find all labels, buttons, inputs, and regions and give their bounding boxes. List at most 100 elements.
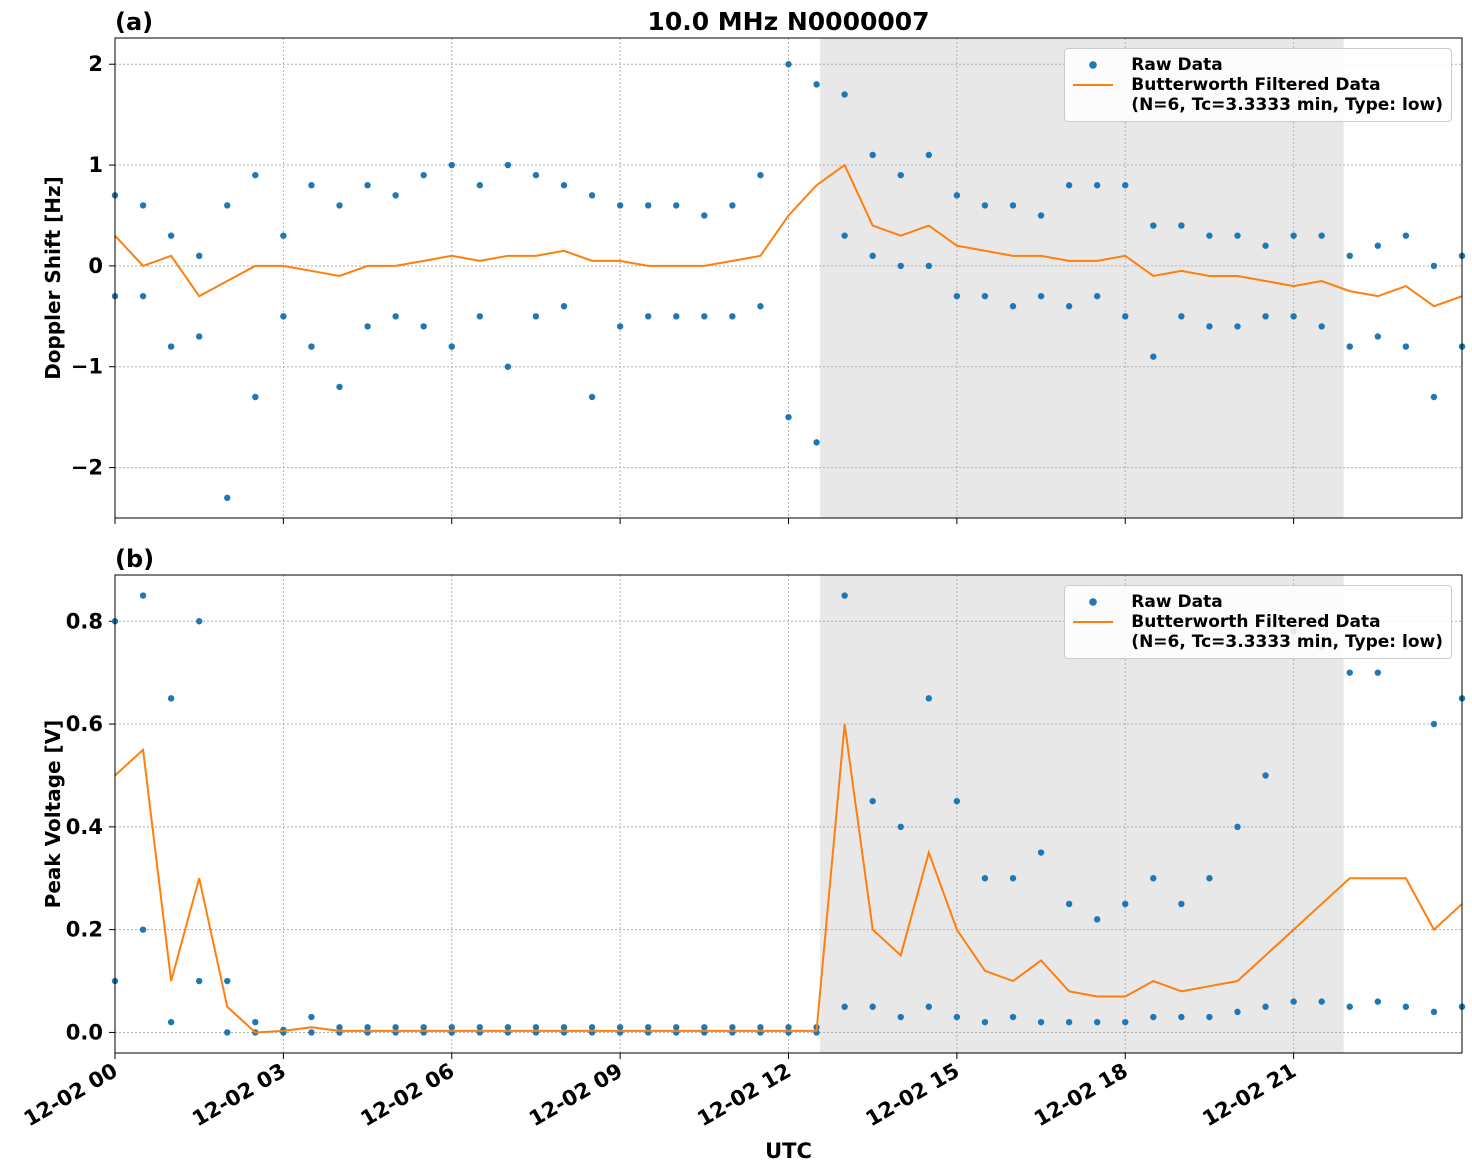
raw-point (1262, 772, 1269, 779)
legend-key (1073, 55, 1114, 75)
raw-point (448, 161, 455, 169)
raw-point (1009, 303, 1017, 310)
legend-entry: Butterworth Filtered Data (N=6, Tc=3.333… (1073, 612, 1443, 652)
y-tick-label: −1 (71, 355, 103, 379)
raw-point (1290, 313, 1297, 320)
raw-point (448, 343, 455, 350)
raw-point (420, 323, 427, 330)
raw-point (953, 797, 961, 805)
panel-label: (b) (115, 545, 154, 573)
raw-point (308, 1029, 315, 1036)
chart-title: 10.0 MHz N0000007 (647, 7, 929, 36)
raw-point (841, 592, 848, 599)
x-tick-label: 12-02 15 (862, 1059, 964, 1132)
legend-key (1073, 75, 1114, 95)
raw-point (813, 81, 820, 88)
raw-point (1122, 900, 1129, 908)
raw-point (897, 171, 904, 179)
raw-point (560, 1024, 568, 1031)
raw-point (897, 1013, 904, 1021)
raw-point (925, 1003, 933, 1010)
raw-point (139, 592, 147, 599)
filtered-line (114, 163, 1463, 308)
raw-point (869, 151, 876, 159)
raw-point (1178, 1013, 1185, 1021)
legend-key (1073, 592, 1114, 612)
raw-point (139, 926, 147, 933)
raw-point (280, 313, 287, 320)
legend-label: Butterworth Filtered Data (N=6, Tc=3.333… (1131, 612, 1443, 652)
raw-point (1065, 182, 1073, 189)
raw-point (1430, 720, 1438, 728)
raw-point (869, 252, 876, 260)
raw-point (224, 494, 231, 502)
raw-point (981, 875, 989, 882)
raw-point (757, 303, 764, 310)
x-tick-label: 12-02 00 (20, 1059, 122, 1132)
raw-point (224, 977, 231, 985)
raw-point (1009, 202, 1017, 209)
raw-point (139, 202, 147, 209)
raw-point (925, 151, 933, 159)
raw-point (673, 313, 680, 320)
raw-point (1402, 1003, 1410, 1010)
plot-frame (114, 574, 1463, 1054)
raw-point (1178, 313, 1185, 320)
raw-point (392, 192, 399, 199)
legend-label: Raw Data (1131, 55, 1223, 75)
raw-point (504, 161, 512, 169)
raw-point (644, 202, 652, 209)
raw-point (167, 1018, 175, 1026)
raw-point (420, 171, 427, 179)
x-tick-label: 12-02 03 (188, 1059, 290, 1132)
legend-entry: Raw Data (1073, 55, 1443, 75)
legend: Raw Data Butterworth Filtered Data (N=6, … (1064, 585, 1452, 659)
raw-point (252, 1018, 259, 1026)
raw-point (785, 413, 792, 421)
raw-point (1402, 232, 1410, 239)
y-tick-label: 2 (88, 52, 103, 76)
raw-point (785, 61, 792, 68)
raw-point (364, 323, 371, 330)
x-axis-label: UTC (765, 1139, 812, 1163)
raw-point (1037, 1018, 1045, 1026)
raw-point (1346, 1003, 1353, 1010)
raw-point (1290, 998, 1297, 1005)
raw-point (644, 313, 652, 320)
raw-point (1009, 1013, 1017, 1021)
raw-point (1234, 823, 1241, 831)
raw-point (729, 202, 736, 209)
raw-point (1234, 323, 1241, 330)
y-tick-label: 0.8 (66, 609, 103, 633)
raw-point (1430, 1008, 1438, 1016)
raw-point (897, 262, 904, 270)
raw-point (757, 171, 764, 179)
raw-point (560, 303, 568, 310)
x-tick-label: 12-02 09 (525, 1059, 627, 1132)
raw-point (308, 1013, 315, 1021)
legend-entry: Butterworth Filtered Data (N=6, Tc=3.333… (1073, 75, 1443, 115)
raw-point (925, 695, 933, 702)
plot-frame (114, 37, 1463, 519)
raw-point (785, 1024, 792, 1031)
raw-point (1093, 916, 1101, 923)
raw-point (476, 182, 484, 189)
raw-point (897, 823, 904, 831)
raw-point (1290, 232, 1297, 239)
raw-point (1346, 252, 1353, 260)
raw-point (1178, 222, 1185, 229)
raw-point (1430, 262, 1438, 270)
raw-point (953, 192, 961, 199)
raw-point (504, 363, 512, 370)
raw-point (1206, 1013, 1213, 1021)
raw-point (167, 343, 175, 350)
legend: Raw Data Butterworth Filtered Data (N=6, … (1064, 48, 1452, 122)
raw-point (869, 1003, 876, 1010)
raw-point (841, 1003, 848, 1010)
raw-point (1150, 353, 1157, 360)
raw-point (195, 252, 203, 260)
raw-point (1037, 849, 1045, 856)
raw-point (195, 333, 203, 340)
raw-point (1206, 875, 1213, 882)
raw-point (841, 91, 848, 98)
